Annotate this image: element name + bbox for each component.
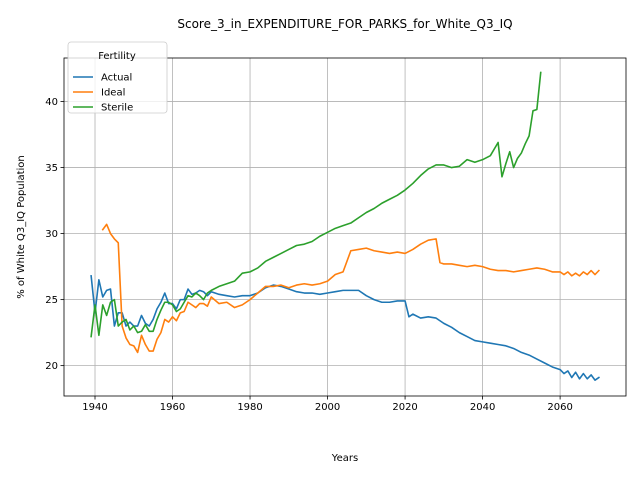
x-tick-label: 2000 xyxy=(315,402,340,413)
y-tick-label: 30 xyxy=(45,229,58,240)
x-tick-label: 1980 xyxy=(237,402,262,413)
y-tick-label: 40 xyxy=(45,97,58,108)
legend: Fertility Actual Ideal Sterile xyxy=(68,42,167,114)
x-tick-label: 2040 xyxy=(470,402,495,413)
x-tick-label: 1940 xyxy=(82,402,107,413)
legend-label-actual: Actual xyxy=(101,73,132,84)
x-tick-label: 1960 xyxy=(160,402,185,413)
chart-title: Score_3_in_EXPENDITURE_FOR_PARKS_for_Whi… xyxy=(177,17,512,31)
y-tick-label: 35 xyxy=(45,163,58,174)
legend-label-ideal: Ideal xyxy=(101,88,125,99)
y-tick-label: 20 xyxy=(45,361,58,372)
y-axis-label: % of White Q3_IQ Population xyxy=(16,155,27,299)
legend-title: Fertility xyxy=(98,51,136,62)
x-axis-label: Years xyxy=(331,453,358,464)
legend-label-sterile: Sterile xyxy=(101,103,133,114)
y-tick-label: 25 xyxy=(45,295,58,306)
x-tick-label: 2060 xyxy=(547,402,572,413)
x-tick-label: 2020 xyxy=(392,402,417,413)
